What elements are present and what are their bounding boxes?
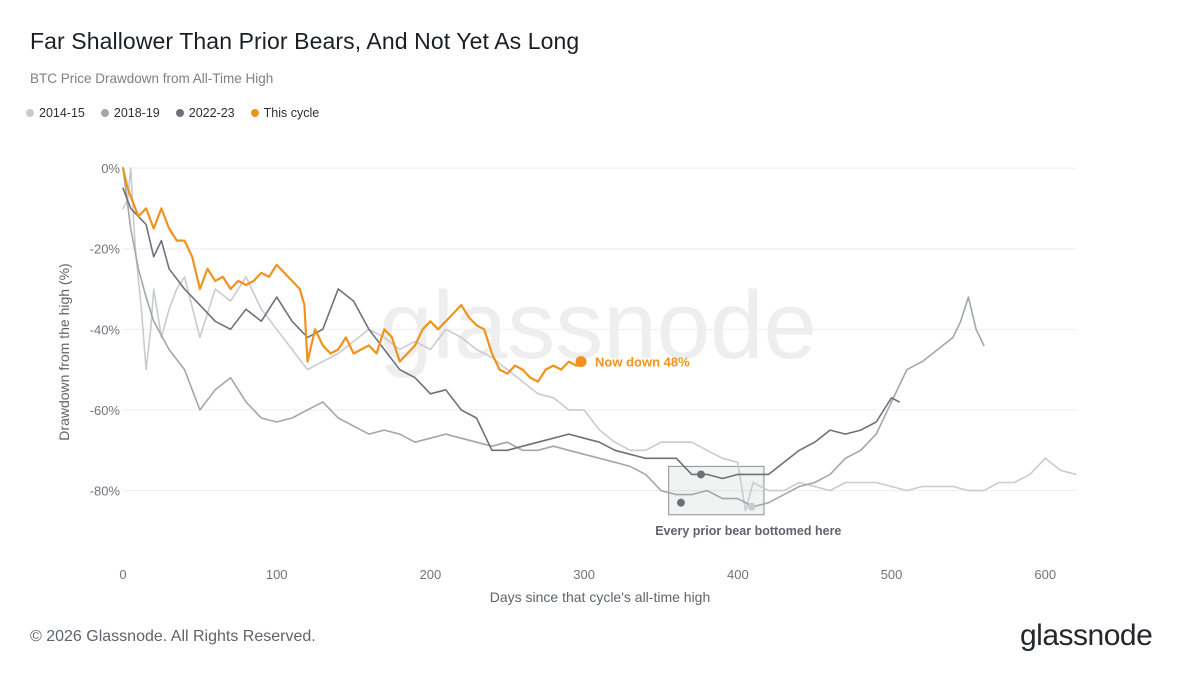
series-line — [122, 187, 900, 480]
x-tick-label: 0 — [119, 567, 126, 582]
legend-dot-2022 — [175, 109, 184, 117]
bottom-marker — [696, 470, 705, 479]
grid-lines — [123, 167, 1076, 492]
x-axis-label: Days since that cycle's all-time high — [490, 589, 711, 605]
watermark-text: glassnode — [379, 272, 817, 379]
x-tick-label: 300 — [573, 567, 595, 582]
x-tick-label: 400 — [727, 567, 749, 582]
bottom-marker — [676, 498, 685, 507]
x-tick-label: 200 — [420, 567, 442, 582]
y-tick-label: -40% — [90, 322, 121, 337]
y-tick-label: 0% — [101, 161, 120, 176]
legend-item[interactable]: 2014-15 — [26, 106, 85, 120]
legend: 2014-15 2018-19 2022-23 This cycle — [26, 106, 319, 120]
legend-label: 2018-19 — [113, 106, 160, 120]
y-tick-label: -20% — [90, 242, 121, 257]
y-tick-label: -60% — [90, 403, 121, 418]
legend-dot-this-cycle — [250, 109, 259, 117]
markers — [575, 356, 756, 511]
series-line — [122, 167, 1077, 512]
legend-dot-2018 — [100, 109, 109, 117]
x-tick-label: 100 — [266, 567, 288, 582]
chart-subtitle: BTC Price Drawdown from All-Time High — [30, 71, 274, 86]
chart-title: Far Shallower Than Prior Bears, And Not … — [30, 28, 580, 54]
legend-item[interactable]: 2022-23 — [175, 106, 235, 120]
series-lines — [121, 167, 1077, 512]
copyright-text: © 2026 Glassnode. All Rights Reserved. — [30, 628, 316, 645]
legend-item[interactable]: This cycle — [250, 106, 320, 120]
bottom-marker — [747, 502, 756, 511]
y-tick-label: -80% — [90, 484, 121, 499]
series-line — [122, 167, 985, 508]
legend-item[interactable]: 2018-19 — [100, 106, 160, 120]
legend-label: 2014-15 — [39, 106, 85, 120]
legend-label: This cycle — [263, 106, 320, 120]
series-line — [121, 167, 583, 383]
legend-dot-2014 — [26, 109, 34, 117]
y-axis-label: Drawdown from the high (%) — [56, 263, 72, 440]
glassnode-logo[interactable]: glassnode — [1020, 619, 1153, 652]
x-tick-label: 600 — [1034, 567, 1056, 582]
legend-label: 2022-23 — [188, 106, 235, 120]
current-point-marker — [575, 356, 587, 368]
bottom-zone-label: Every prior bear bottomed here — [655, 524, 841, 538]
axis-ticks: 0% -20% -40% -60% -80% 0 100 200 300 400 500 600 — [90, 161, 1056, 582]
current-drawdown-label: Now down 48% — [595, 355, 690, 370]
x-tick-label: 500 — [881, 567, 903, 582]
